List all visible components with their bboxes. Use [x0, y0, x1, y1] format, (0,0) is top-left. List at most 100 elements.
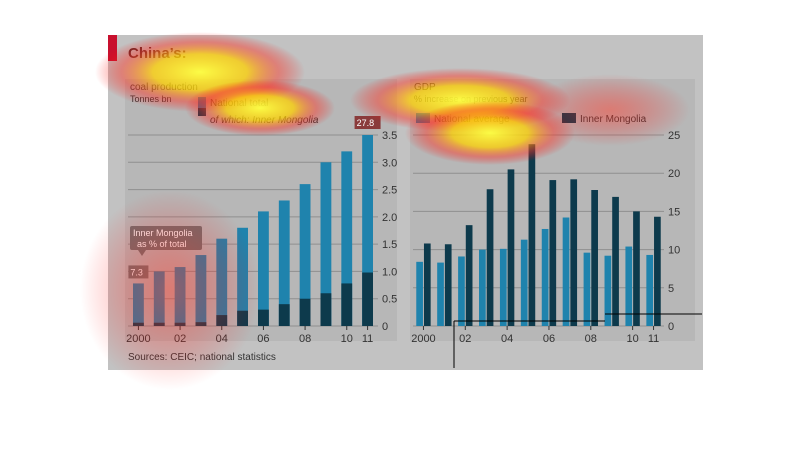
bar-national-average	[583, 252, 591, 326]
bar-national-average	[499, 248, 507, 326]
bar-national-total	[153, 271, 165, 326]
legend-swatch-national-total	[198, 97, 206, 108]
source-note: Sources: CEIC; national statistics	[128, 352, 276, 363]
bar-national-average	[562, 217, 570, 326]
legend-swatch-national-average	[416, 113, 430, 123]
bar-inner-mongolia	[174, 322, 186, 326]
bar-national-total	[362, 135, 373, 326]
bar-inner-mongolia	[237, 310, 248, 326]
bar-inner-mongolia	[258, 309, 269, 326]
bar-national-average	[520, 239, 528, 326]
y-tick-label: 3.0	[382, 157, 397, 169]
bar-national-total	[258, 211, 269, 326]
bar-inner-mongolia	[486, 189, 494, 326]
gdp-bars	[416, 144, 661, 326]
bar-inner-mongolia	[633, 211, 640, 326]
share-annotation-line-1: Inner Mongolia	[133, 228, 193, 238]
y-tick-label: 2.5	[382, 185, 397, 197]
bar-inner-mongolia	[528, 144, 536, 326]
overlay-guide-lines	[453, 313, 702, 368]
bar-national-average	[541, 228, 549, 326]
bar-inner-mongolia	[320, 293, 332, 326]
coal-y-axis: 0 0.5 1.0 1.5 2.0 2.5 3.0 3.5	[382, 130, 397, 333]
bar-national-total	[174, 267, 186, 326]
legend-label-national-total: National total	[210, 98, 268, 109]
y-tick-label: 2.0	[382, 212, 397, 224]
bar-national-total	[195, 255, 207, 326]
bar-national-average	[437, 262, 444, 326]
bar-inner-mongolia	[341, 283, 353, 326]
gdp-subtitle: % increase on previous year	[414, 94, 528, 104]
bar-inner-mongolia	[444, 244, 452, 326]
x-tick-label: 04	[501, 333, 513, 345]
bar-inner-mongolia	[465, 225, 473, 326]
x-tick-label: 2000	[411, 333, 435, 345]
bar-inner-mongolia	[570, 179, 578, 326]
bar-national-average	[458, 256, 465, 326]
share-end-value: 27.8	[357, 118, 375, 128]
bar-inner-mongolia	[654, 216, 661, 326]
legend-label-national-average: National average	[434, 114, 510, 125]
y-tick-label: 0.5	[382, 294, 397, 306]
x-tick-label: 04	[216, 333, 228, 345]
y-tick-label: 5	[668, 283, 674, 295]
bar-inner-mongolia	[591, 190, 598, 326]
bar-national-total	[278, 200, 290, 326]
bar-inner-mongolia	[612, 196, 619, 326]
gdp-title: GDP	[414, 82, 436, 93]
y-tick-label: 0	[668, 321, 674, 333]
legend-label-inner-mongolia: of which: Inner Mongolia	[210, 115, 319, 126]
legend-label-gdp-inner-mongolia: Inner Mongolia	[580, 114, 647, 125]
bar-national-average	[625, 246, 633, 326]
x-tick-label: 10	[627, 333, 639, 345]
y-tick-label: 0	[382, 321, 388, 333]
bar-national-average	[604, 255, 612, 326]
legend-swatch-gdp-inner-mongolia	[562, 113, 576, 123]
bar-inner-mongolia	[423, 243, 431, 326]
bar-national-average	[479, 249, 486, 326]
bar-national-total	[341, 151, 353, 326]
bar-inner-mongolia	[278, 304, 290, 326]
bar-national-total	[133, 283, 144, 326]
y-tick-label: 15	[668, 206, 680, 218]
bar-national-total	[299, 184, 311, 326]
gdp-panel: GDP % increase on previous year National…	[410, 79, 695, 345]
red-accent-tag	[108, 35, 117, 61]
x-tick-label: 08	[585, 333, 597, 345]
bar-national-average	[416, 261, 423, 326]
bar-inner-mongolia	[195, 322, 207, 326]
x-tick-label: 08	[299, 333, 311, 345]
y-tick-label: 3.5	[382, 130, 397, 142]
coal-panel: coal production Tonnes bn National total…	[125, 79, 397, 345]
coal-subtitle: Tonnes bn	[130, 94, 172, 104]
y-tick-label: 20	[668, 168, 680, 180]
x-tick-label: 02	[459, 333, 471, 345]
bar-inner-mongolia	[153, 322, 165, 326]
y-tick-label: 1.5	[382, 239, 397, 251]
x-tick-label: 10	[341, 333, 353, 345]
bar-national-average	[646, 254, 654, 326]
bar-inner-mongolia	[507, 169, 515, 326]
coal-title: coal production	[130, 82, 198, 93]
x-tick-label: 02	[174, 333, 186, 345]
y-tick-label: 1.0	[382, 266, 397, 278]
share-annotation-line-2: as % of total	[137, 239, 187, 249]
bar-inner-mongolia	[133, 322, 144, 326]
bar-national-total	[216, 238, 228, 326]
y-tick-label: 10	[668, 245, 680, 257]
y-tick-label: 25	[668, 130, 680, 142]
legend-swatch-inner-mongolia	[198, 108, 206, 116]
x-tick-label: 06	[543, 333, 555, 345]
bar-inner-mongolia	[549, 180, 557, 326]
bar-inner-mongolia	[362, 272, 373, 326]
gdp-x-axis: 2000 02 04 06 08 10 11	[411, 326, 659, 345]
bar-national-total	[320, 162, 332, 326]
x-tick-label: 11	[648, 333, 659, 345]
x-tick-label: 2000	[126, 333, 150, 345]
figure-title: China’s:	[128, 45, 187, 62]
x-tick-label: 06	[257, 333, 269, 345]
share-start-value: 7.3	[130, 267, 143, 277]
bar-inner-mongolia	[216, 315, 228, 326]
